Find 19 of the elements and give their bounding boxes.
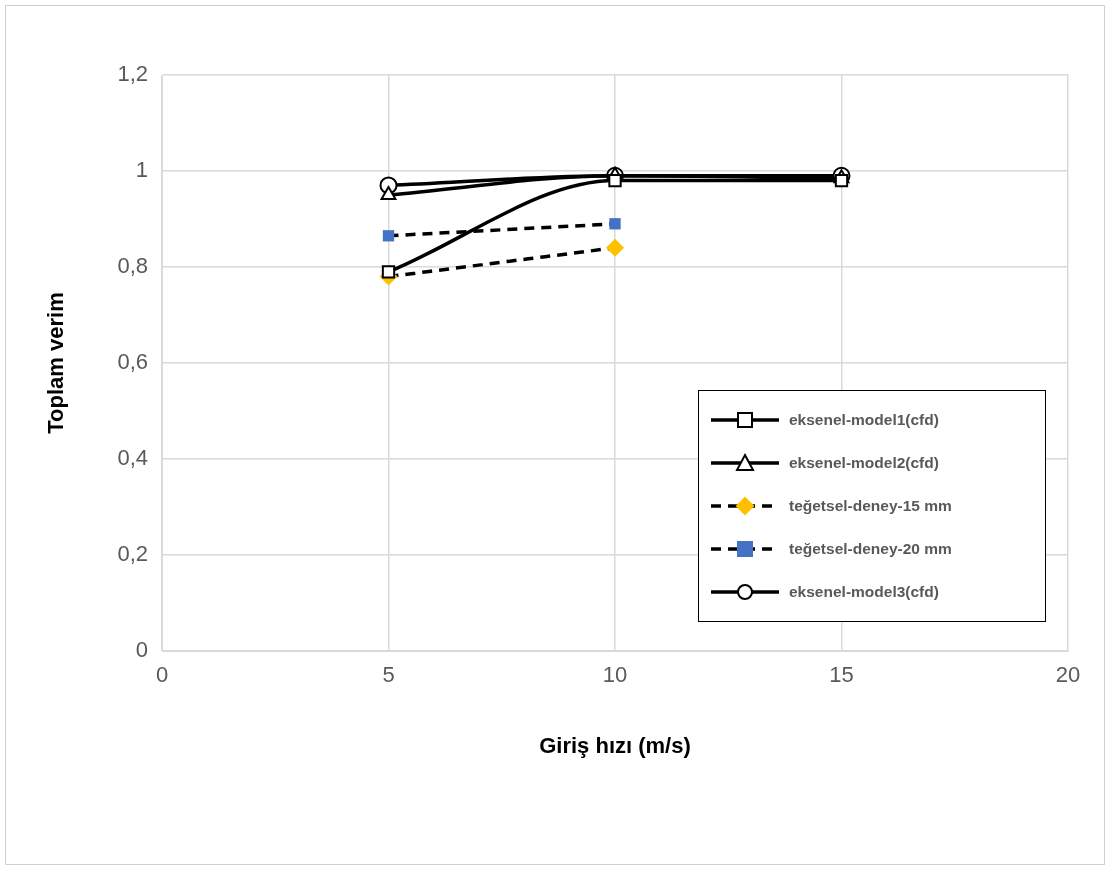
y-tick-label: 0,4 — [117, 445, 148, 471]
y-tick-label: 0,6 — [117, 349, 148, 375]
x-tick-label: 0 — [155, 662, 169, 688]
x-axis-title: Giriş hızı (m/s) — [539, 732, 691, 758]
legend-label: teğetsel-deney-15 mm — [789, 496, 952, 515]
x-tick-label: 5 — [382, 662, 395, 688]
y-tick-label: 0,2 — [117, 541, 148, 567]
legend-label: teğetsel-deney-20 mm — [789, 539, 952, 558]
y-tick-label: 0 — [135, 637, 148, 663]
y-axis-title: Toplam verim — [43, 292, 69, 434]
legend-label: eksenel-model3(cfd) — [789, 582, 939, 601]
x-tick-label: 10 — [602, 662, 628, 688]
x-tick-label: 20 — [1055, 662, 1081, 688]
legend-label: eksenel-model1(cfd) — [789, 411, 939, 430]
x-tick-label: 15 — [829, 662, 854, 688]
legend-label: eksenel-model2(cfd) — [789, 454, 939, 473]
y-tick-label: 1 — [135, 157, 148, 183]
y-tick-label: 1,2 — [117, 61, 148, 87]
y-tick-label: 0,8 — [117, 253, 148, 279]
